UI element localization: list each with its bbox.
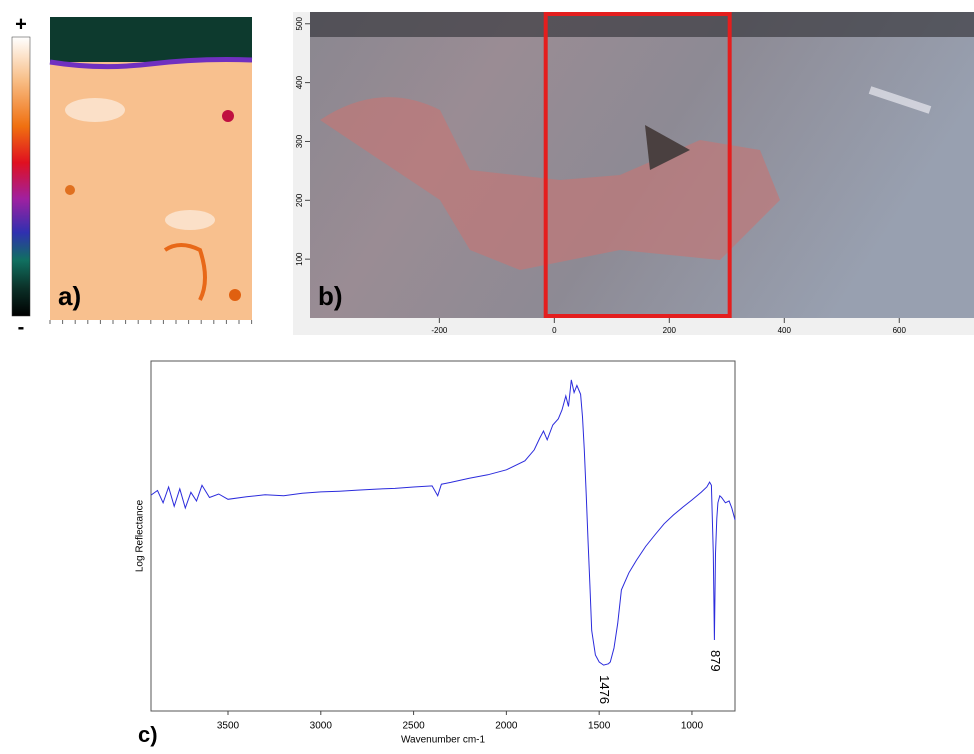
x-tick-label: 2500 [402,721,425,732]
panel-label: b) [318,281,343,311]
colorbar-max: + [15,13,27,35]
map-image [65,185,75,195]
panel-b: b) [293,12,974,335]
x-axis-title: Wavenumber cm-1 [401,735,486,746]
peak-annotation: 1476 [597,675,612,704]
x-tick-label: 600 [893,326,907,335]
map-image [65,98,125,122]
y-tick-label: 500 [295,17,304,31]
x-tick-label: 0 [552,326,557,335]
y-axis-title: Log Reflectance [135,499,146,572]
colorbar-min: - [18,316,25,338]
map-image [49,57,253,70]
colorbar [11,36,31,317]
map-image [222,110,234,122]
x-tick-label: -200 [431,326,448,335]
highlight-region [543,12,732,318]
x-tick-label: 2000 [495,721,518,732]
x-tick-label: 3000 [310,721,333,732]
x-tick-label: 3500 [217,721,240,732]
map-image [165,210,215,230]
x-tick-label: 1500 [588,721,611,732]
panel-label: a) [58,281,81,311]
y-tick-label: 400 [295,75,304,89]
map-image [50,17,252,62]
peak-annotation: 879 [708,650,723,672]
y-tick-label: 200 [295,193,304,207]
photo [320,97,780,270]
photo [310,12,974,37]
panel-label: c) [138,722,158,747]
plot-frame [150,360,736,712]
x-tick-label: 200 [663,326,677,335]
panel-a: + - a) [11,13,253,338]
y-tick-label: 100 [295,252,304,266]
x-tick-label: 400 [778,326,792,335]
photo [645,125,690,170]
map-image [229,289,241,301]
spectrum-line [150,379,736,666]
photo [868,86,932,114]
x-tick-label: 1000 [681,721,704,732]
y-tick-label: 300 [295,134,304,148]
panel-c: Wavenumber cm-1 Log Reflectance c) [135,360,736,747]
map-image [163,243,207,301]
